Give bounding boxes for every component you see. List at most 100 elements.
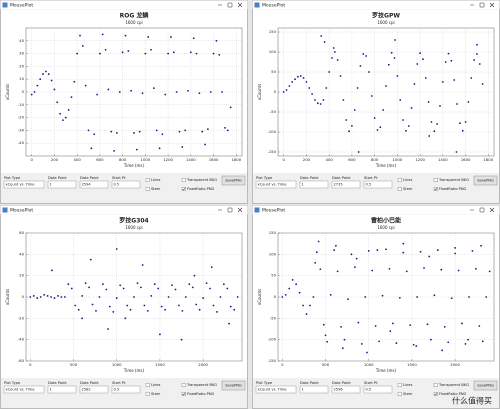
data-point xyxy=(161,133,164,136)
number-input[interactable] xyxy=(331,385,361,394)
data-point xyxy=(415,345,418,347)
checkbox[interactable] xyxy=(181,391,186,396)
checkbox[interactable] xyxy=(145,382,150,387)
data-point xyxy=(364,296,367,298)
data-point xyxy=(332,47,335,49)
checkbox[interactable] xyxy=(397,177,402,182)
y-tick-label: 150 xyxy=(269,29,277,34)
control-label: Plot Type xyxy=(4,176,21,180)
number-input[interactable] xyxy=(79,385,109,394)
data-point xyxy=(367,250,370,252)
checkbox[interactable] xyxy=(397,391,402,396)
y-tick-label: -150 xyxy=(267,149,276,154)
data-point xyxy=(329,293,332,296)
maximize-button[interactable] xyxy=(479,207,485,213)
data-point xyxy=(184,129,187,132)
x-tick-label: 0 xyxy=(282,157,285,162)
number-input[interactable] xyxy=(79,180,109,189)
data-point xyxy=(30,93,33,96)
chart-subtitle: 1600 cpi xyxy=(377,225,394,230)
data-point xyxy=(81,317,84,320)
x-tick-label: 1000 xyxy=(393,157,403,162)
maximize-button[interactable] xyxy=(479,2,485,8)
checkbox[interactable] xyxy=(145,177,150,182)
data-point xyxy=(413,83,416,85)
number-input[interactable] xyxy=(47,385,77,394)
checkbox[interactable] xyxy=(145,186,150,191)
data-point xyxy=(76,52,79,55)
number-input[interactable] xyxy=(111,385,141,394)
data-point xyxy=(129,308,132,311)
data-point xyxy=(357,151,360,153)
checkbox[interactable] xyxy=(181,177,186,182)
field-value: 1 xyxy=(302,388,304,392)
save-button[interactable] xyxy=(221,175,246,186)
plot-type-select[interactable] xyxy=(3,385,45,394)
data-point xyxy=(150,295,153,297)
number-input[interactable] xyxy=(299,180,329,189)
data-point xyxy=(305,81,308,83)
data-point xyxy=(356,87,359,89)
data-point xyxy=(454,252,457,255)
data-point xyxy=(453,79,456,81)
close-button[interactable] xyxy=(489,207,495,213)
data-point xyxy=(90,147,93,150)
checkbox[interactable] xyxy=(145,391,150,396)
x-tick-label: 1400 xyxy=(438,157,448,162)
plot-type-select[interactable] xyxy=(3,180,45,189)
checkbox[interactable] xyxy=(433,186,438,191)
chart-title: ROG 龙鳞 xyxy=(120,12,150,20)
number-input[interactable] xyxy=(363,180,393,189)
data-point xyxy=(464,121,467,123)
checkbox-label: Lines xyxy=(151,383,160,387)
save-button[interactable] xyxy=(473,380,498,391)
close-button[interactable] xyxy=(237,207,243,213)
number-input[interactable] xyxy=(331,180,361,189)
y-tick-label: -40 xyxy=(18,140,25,145)
data-point xyxy=(221,91,224,93)
number-input[interactable] xyxy=(111,180,141,189)
maximize-button[interactable] xyxy=(227,2,233,8)
data-point xyxy=(84,84,87,87)
maximize-button[interactable] xyxy=(227,207,233,213)
data-point xyxy=(216,311,218,313)
checkbox-label: Lines xyxy=(403,383,412,387)
data-point xyxy=(147,36,150,38)
data-point xyxy=(122,287,125,290)
number-input[interactable] xyxy=(47,180,77,189)
data-point xyxy=(291,279,294,281)
save-button[interactable] xyxy=(221,380,246,391)
close-button[interactable] xyxy=(489,2,495,8)
data-point xyxy=(441,349,444,352)
number-input[interactable] xyxy=(363,385,393,394)
save-button[interactable] xyxy=(473,175,498,186)
close-button[interactable] xyxy=(237,2,243,8)
data-point xyxy=(167,296,170,298)
data-point xyxy=(427,101,430,103)
data-point xyxy=(130,89,133,92)
checkbox[interactable] xyxy=(433,177,438,182)
plot-type-select[interactable] xyxy=(255,180,297,189)
number-input[interactable] xyxy=(299,385,329,394)
checkbox[interactable] xyxy=(181,382,186,387)
data-point xyxy=(67,109,70,111)
checkbox[interactable] xyxy=(433,382,438,387)
data-point xyxy=(60,296,63,298)
data-point xyxy=(50,79,53,82)
checkbox[interactable] xyxy=(397,382,402,387)
checkbox-tick xyxy=(182,187,186,191)
button-label: SavePNG xyxy=(477,179,494,183)
checkbox[interactable] xyxy=(181,186,186,191)
data-point xyxy=(376,249,379,251)
x-tick-label: 500 xyxy=(70,362,78,367)
checkbox[interactable] xyxy=(433,391,438,396)
x-tick-label: 2000 xyxy=(198,362,208,367)
data-point xyxy=(379,126,382,129)
data-point xyxy=(443,325,446,328)
checkbox[interactable] xyxy=(397,186,402,191)
plot-type-select[interactable] xyxy=(255,385,297,394)
field-value: 2735 xyxy=(334,183,343,187)
app-icon xyxy=(2,207,8,213)
data-point xyxy=(198,308,201,311)
